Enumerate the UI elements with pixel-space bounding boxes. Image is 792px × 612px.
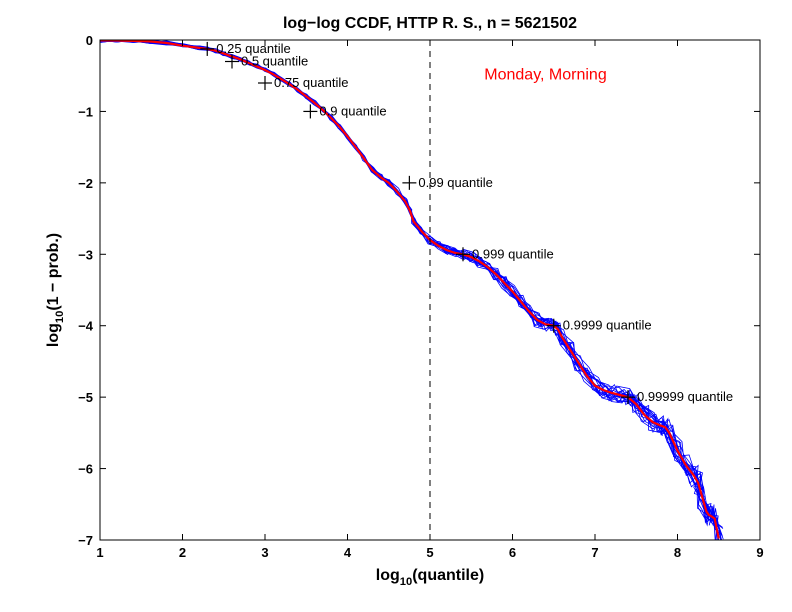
x-tick-label: 7 — [591, 545, 598, 560]
quantile-label: 0.5 quantile — [241, 54, 308, 69]
x-tick-label: 8 — [674, 545, 681, 560]
chart-title: log−log CCDF, HTTP R. S., n = 5621502 — [283, 15, 577, 32]
y-tick-label: −3 — [78, 247, 93, 262]
quantile-label: 0.99 quantile — [418, 175, 492, 190]
x-tick-label: 9 — [756, 545, 763, 560]
x-tick-label: 3 — [261, 545, 268, 560]
x-tick-label: 5 — [426, 545, 433, 560]
quantile-label: 0.999 quantile — [472, 246, 554, 261]
x-tick-label: 1 — [96, 545, 103, 560]
quantile-label: 0.9 quantile — [319, 103, 386, 118]
ccdf-chart: 1 2 3 4 5 6 7 8 9 −7 −6 −5 −4 −3 −2 −1 0 log−log CCDF, HT… — [0, 0, 792, 612]
x-tick-label: 2 — [179, 545, 186, 560]
chart-bg — [0, 0, 792, 612]
annotation-text: Monday, Morning — [484, 66, 606, 83]
x-tick-label: 4 — [344, 545, 352, 560]
y-tick-label: 0 — [86, 33, 93, 48]
quantile-label: 0.75 quantile — [274, 75, 348, 90]
y-tick-label: −6 — [78, 462, 93, 477]
y-tick-label: −4 — [78, 319, 94, 334]
quantile-label: 0.9999 quantile — [563, 318, 652, 333]
x-tick-label: 6 — [509, 545, 516, 560]
y-tick-label: −1 — [78, 104, 93, 119]
y-tick-label: −7 — [78, 533, 93, 548]
y-tick-label: −2 — [78, 176, 93, 191]
quantile-label: 0.99999 quantile — [637, 389, 733, 404]
y-tick-label: −5 — [78, 390, 93, 405]
